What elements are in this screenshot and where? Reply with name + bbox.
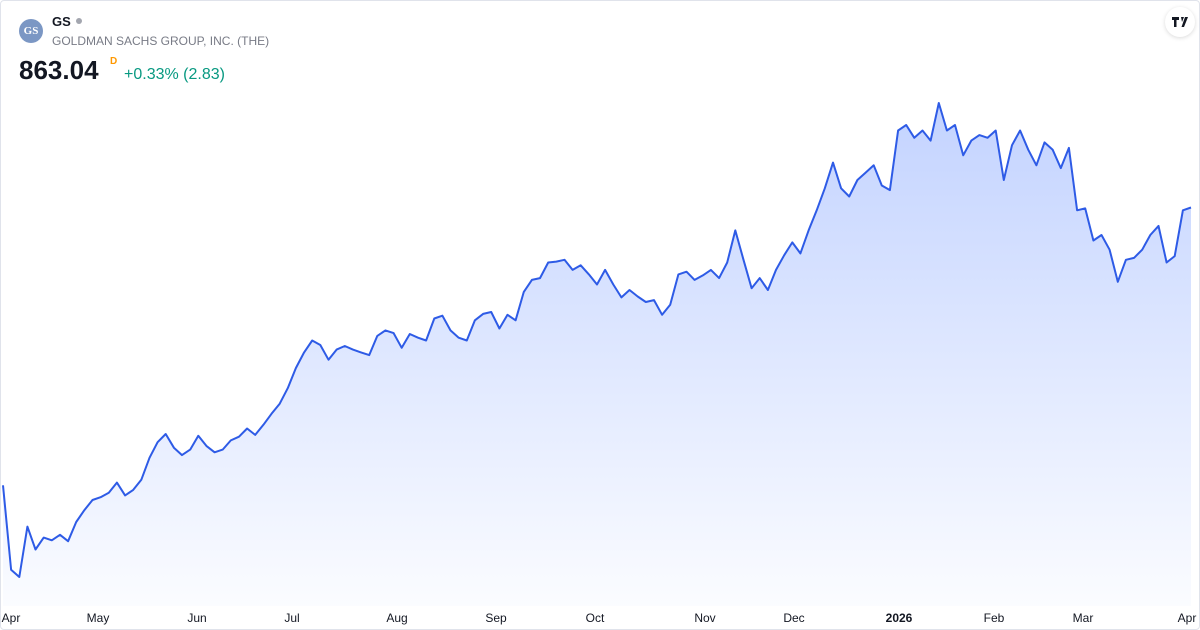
x-tick-label: Dec [783, 611, 804, 625]
x-tick-label: May [87, 611, 110, 625]
company-name: GOLDMAN SACHS GROUP, INC. (THE) [52, 34, 270, 48]
x-tick-label: Feb [984, 611, 1005, 625]
x-tick-label: Jul [284, 611, 299, 625]
status-dot [75, 18, 82, 24]
symbol: GS [52, 14, 82, 29]
x-tick-label: Jun [187, 611, 206, 625]
tv-logo[interactable] [1165, 7, 1195, 37]
x-tick-label: Mar [1073, 611, 1094, 625]
change: +0.33% (2.83) [124, 66, 225, 83]
x-tick-label: Apr [2, 611, 21, 625]
area-fill [3, 103, 1191, 606]
x-tick-label: Apr [1178, 611, 1197, 625]
x-tick-label: Aug [386, 611, 407, 625]
interval: D [110, 56, 118, 67]
logo: GS [19, 19, 43, 43]
price-line [2, 102, 1192, 578]
x-tick-label: Sep [485, 611, 507, 625]
x-tick-label: Nov [694, 611, 715, 625]
x-tick-label: 2026 [886, 611, 913, 625]
tv-icon [1172, 17, 1188, 27]
price: 863.04 [19, 55, 99, 85]
symbol-text: GS [52, 14, 71, 29]
x-tick-label: Oct [586, 611, 605, 625]
